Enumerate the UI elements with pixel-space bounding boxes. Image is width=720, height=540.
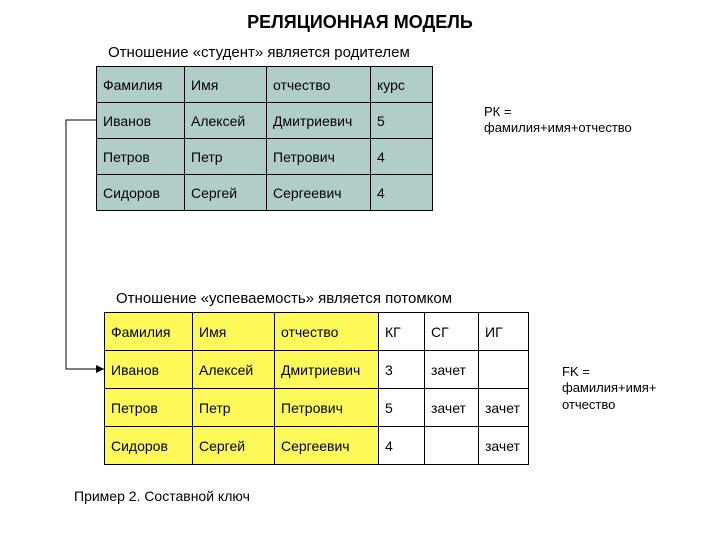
table-cell: Алексей — [185, 103, 267, 139]
fk-annotation: FK = фамилия+имя+ отчество — [562, 364, 656, 413]
table-cell: Петр — [193, 389, 275, 427]
table-header-cell: курс — [371, 67, 433, 103]
table-header-cell: Фамилия — [97, 67, 185, 103]
table-header-cell: отчество — [267, 67, 371, 103]
table-cell: Петров — [97, 139, 185, 175]
pk-annotation-l1: РК = — [484, 104, 511, 119]
table-cell — [479, 351, 529, 389]
table-cell: Петрович — [267, 139, 371, 175]
table-cell: Иванов — [105, 351, 193, 389]
table1-caption: Отношение «студент» является родителем — [108, 44, 410, 61]
progress-table: ФамилияИмяотчествоКГСГИГИвановАлексейДми… — [104, 312, 529, 465]
table-header-cell: СГ — [425, 313, 479, 351]
table-cell: 5 — [379, 389, 425, 427]
table-row: ПетровПетрПетрович5зачетзачет — [105, 389, 529, 427]
table-cell: Дмитриевич — [275, 351, 379, 389]
table-row: СидоровСергейСергеевич4 — [97, 175, 433, 211]
table-cell — [425, 427, 479, 465]
figure-footer: Пример 2. Составной ключ — [74, 488, 250, 504]
table-cell: Сергей — [193, 427, 275, 465]
table-cell: Петров — [105, 389, 193, 427]
table2-caption: Отношение «успеваемость» является потомк… — [116, 290, 452, 307]
table-header-cell: Имя — [185, 67, 267, 103]
table-cell: зачет — [479, 389, 529, 427]
table-cell: Дмитриевич — [267, 103, 371, 139]
fk-annotation-l1: FK = — [562, 364, 590, 379]
table-cell: 4 — [371, 139, 433, 175]
page-title: РЕЛЯЦИОННАЯ МОДЕЛЬ — [0, 12, 720, 33]
table-cell: Петрович — [275, 389, 379, 427]
table-cell: 4 — [379, 427, 425, 465]
table-header-row: ФамилияИмяотчествоКГСГИГ — [105, 313, 529, 351]
table-row: ПетровПетрПетрович4 — [97, 139, 433, 175]
pk-annotation: РК = фамилия+имя+отчество — [484, 104, 632, 137]
table-cell: зачет — [479, 427, 529, 465]
table-cell: Сергей — [185, 175, 267, 211]
table-header-cell: отчество — [275, 313, 379, 351]
fk-annotation-l3: отчество — [562, 397, 615, 412]
table-row: СидоровСергейСергеевич4 зачет — [105, 427, 529, 465]
table-cell: Сидоров — [97, 175, 185, 211]
table-cell: Иванов — [97, 103, 185, 139]
table-row: ИвановАлексейДмитриевич5 — [97, 103, 433, 139]
table-header-cell: КГ — [379, 313, 425, 351]
table-row: ИвановАлексейДмитриевич3зачет — [105, 351, 529, 389]
table-header-cell: ИГ — [479, 313, 529, 351]
table-header-cell: Фамилия — [105, 313, 193, 351]
table-cell: 4 — [371, 175, 433, 211]
table-cell: Петр — [185, 139, 267, 175]
table-cell: зачет — [425, 351, 479, 389]
fk-annotation-l2: фамилия+имя+ — [562, 380, 656, 395]
student-table: ФамилияИмяотчествокурсИвановАлексейДмитр… — [96, 66, 433, 211]
table-cell: Сергеевич — [267, 175, 371, 211]
table-header-row: ФамилияИмяотчествокурс — [97, 67, 433, 103]
table-header-cell: Имя — [193, 313, 275, 351]
pk-annotation-l2: фамилия+имя+отчество — [484, 120, 632, 135]
table-cell: зачет — [425, 389, 479, 427]
table-cell: Сергеевич — [275, 427, 379, 465]
table-cell: 5 — [371, 103, 433, 139]
table-cell: Сидоров — [105, 427, 193, 465]
table-cell: Алексей — [193, 351, 275, 389]
table-cell: 3 — [379, 351, 425, 389]
